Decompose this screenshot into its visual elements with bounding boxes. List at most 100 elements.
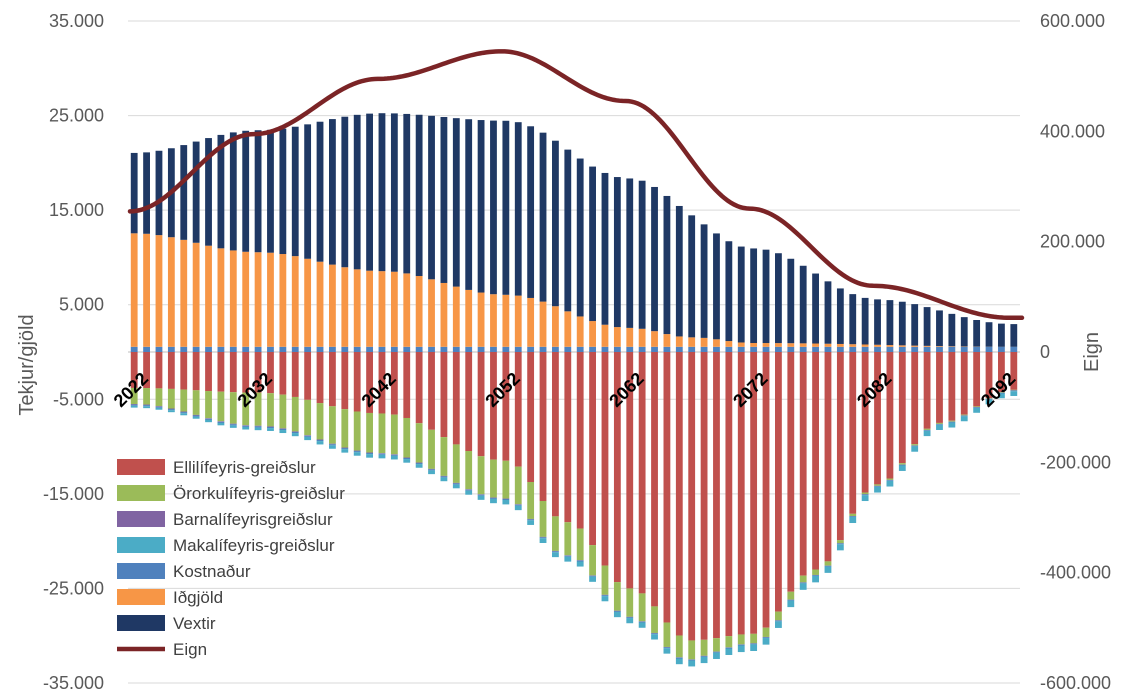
bar-kostnadur-positive <box>861 346 869 352</box>
bar-ororkulifeyris <box>192 390 200 415</box>
bar-ellilifeyris <box>552 352 559 517</box>
bar-makalifeyris <box>341 449 349 453</box>
bar-kostnadur-positive <box>452 346 460 352</box>
bar-ororkulifeyris <box>861 492 869 495</box>
bar-kostnadur <box>861 494 869 496</box>
bar-kostnadur-positive <box>898 346 906 352</box>
bar-ororkulifeyris <box>936 422 943 424</box>
bar-vextir <box>155 150 163 236</box>
bar-ororkulifeyris <box>267 393 274 427</box>
legend-item-idgjold: Iðgjöld <box>117 588 223 607</box>
bar-kostnadur-positive <box>403 346 411 352</box>
bar-vextir <box>514 122 522 296</box>
bar-ororkulifeyris <box>874 484 881 486</box>
bar-kostnadur <box>440 476 448 478</box>
bar-barnalifeyris <box>180 411 188 413</box>
bar-ellilifeyris <box>254 352 262 393</box>
bar-ellilifeyris <box>279 352 287 395</box>
bar-vextir <box>638 180 646 329</box>
bar-kostnadur-positive <box>874 346 881 352</box>
legend-swatch <box>117 615 165 631</box>
bar-makalifeyris <box>700 656 708 664</box>
bar-barnalifeyris <box>167 408 175 410</box>
bar-makalifeyris <box>180 413 188 416</box>
bar-makalifeyris <box>477 495 485 500</box>
bar-kostnadur-positive <box>762 346 770 352</box>
bar-ellilifeyris <box>675 352 683 636</box>
legend-swatch <box>117 485 165 501</box>
bar-makalifeyris <box>390 455 398 460</box>
bar-makalifeyris <box>452 484 460 489</box>
bar-idgjold <box>366 270 373 347</box>
bar-vextir <box>452 118 460 287</box>
bar-vextir <box>329 119 336 265</box>
bar-makalifeyris <box>886 480 894 487</box>
bar-ororkulifeyris <box>155 388 163 407</box>
bar-vextir <box>675 205 683 337</box>
bar-kostnadur <box>452 483 460 485</box>
bar-makalifeyris <box>514 505 522 511</box>
bar-makalifeyris <box>1010 391 1018 396</box>
bar-makalifeyris <box>415 464 423 468</box>
bar-vextir <box>254 130 262 253</box>
bar-kostnadur-positive <box>638 346 646 352</box>
bar-ellilifeyris <box>799 352 807 576</box>
bar-kostnadur <box>378 453 386 455</box>
bar-vextir <box>762 249 770 344</box>
bar-ellilifeyris <box>700 352 708 640</box>
bar-makalifeyris <box>502 500 510 505</box>
bar-kostnadur <box>613 611 621 612</box>
bar-kostnadur-positive <box>775 346 782 352</box>
bar-ellilifeyris <box>205 352 212 392</box>
bar-ellilifeyris <box>812 352 819 570</box>
bar-ororkulifeyris <box>167 388 175 409</box>
bar-kostnadur-positive <box>576 346 584 352</box>
bar-barnalifeyris <box>217 421 225 422</box>
legend-label: Vextir <box>173 614 216 633</box>
bar-vextir <box>428 115 435 280</box>
bar-ellilifeyris <box>316 352 324 404</box>
bar-ororkulifeyris <box>353 411 361 451</box>
legend-swatch <box>117 459 165 475</box>
bar-ororkulifeyris <box>130 387 138 405</box>
bar-kostnadur-positive <box>911 346 919 352</box>
bar-kostnadur-positive <box>948 346 956 352</box>
bar-kostnadur-positive <box>923 346 931 352</box>
bar-idgjold <box>514 295 522 347</box>
bar-ellilifeyris <box>601 352 609 566</box>
bar-makalifeyris <box>465 490 473 495</box>
bar-makalifeyris <box>948 422 956 428</box>
bar-kostnadur <box>886 480 894 481</box>
bar-idgjold <box>638 328 646 347</box>
bar-kostnadur <box>911 445 919 447</box>
bar-makalifeyris <box>192 416 200 419</box>
bar-kostnadur <box>675 657 683 659</box>
bar-kostnadur <box>291 431 299 434</box>
bar-ellilifeyris <box>415 352 423 424</box>
bar-idgjold <box>291 256 299 347</box>
bar-vextir <box>564 149 572 312</box>
bar-kostnadur-positive <box>490 346 497 352</box>
bar-kostnadur <box>502 499 510 501</box>
bar-idgjold <box>688 337 696 347</box>
bar-vextir <box>874 299 881 345</box>
bar-kostnadur-positive <box>713 346 720 352</box>
bar-ellilifeyris <box>998 352 1005 393</box>
bar-kostnadur <box>205 418 212 420</box>
bar-makalifeyris <box>316 441 324 445</box>
bar-kostnadur <box>700 656 708 657</box>
bar-ororkulifeyris <box>378 413 386 454</box>
bar-makalifeyris <box>205 419 212 423</box>
legend-swatch <box>117 537 165 553</box>
bar-barnalifeyris <box>254 425 262 427</box>
bar-idgjold <box>613 327 621 347</box>
bar-kostnadur-positive <box>130 346 138 352</box>
bar-kostnadur <box>725 647 733 649</box>
bar-kostnadur-positive <box>812 346 819 352</box>
bar-ellilifeyris <box>725 352 733 637</box>
bar-idgjold <box>477 292 485 347</box>
bar-kostnadur <box>824 565 832 567</box>
bar-idgjold <box>898 345 906 347</box>
bar-kostnadur <box>229 424 237 426</box>
